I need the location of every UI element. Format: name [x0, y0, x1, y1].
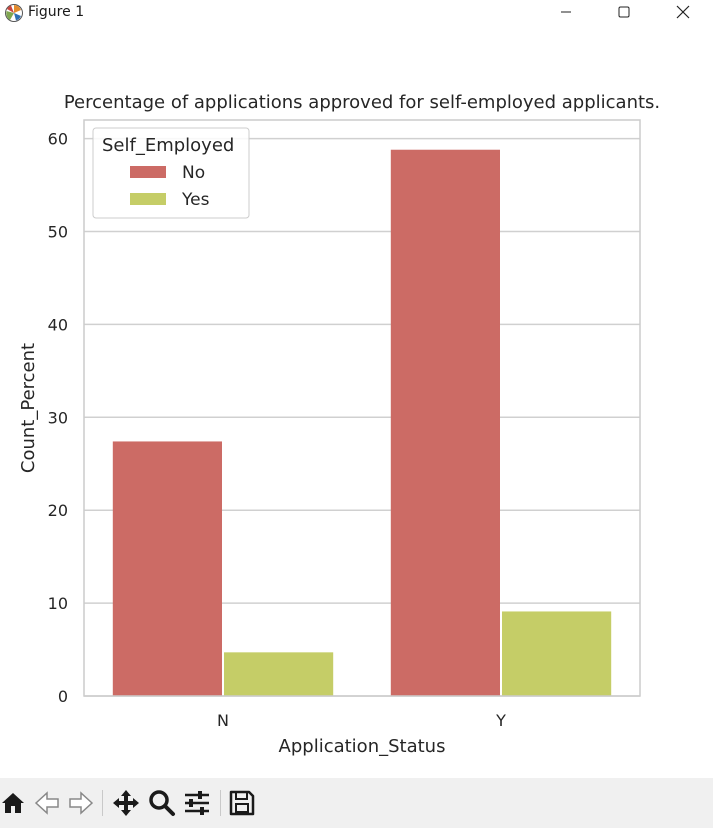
home-button[interactable]: [0, 788, 28, 818]
matplotlib-icon: [5, 4, 23, 22]
zoom-button[interactable]: [147, 788, 177, 818]
bar-N-No: [112, 441, 222, 696]
y-tick-label: 10: [48, 594, 68, 613]
y-tick-label: 40: [48, 315, 68, 334]
zoom-icon: [149, 790, 175, 816]
toolbar-separator: [220, 790, 221, 816]
pan-icon: [113, 790, 139, 816]
save-button[interactable]: [227, 788, 257, 818]
close-button[interactable]: [660, 0, 706, 24]
y-tick-label: 0: [58, 687, 68, 706]
window-titlebar: Figure 1: [0, 0, 713, 28]
legend-swatch-No: [130, 166, 166, 178]
configure-subplots-button[interactable]: [182, 788, 212, 818]
legend-items: No Yes: [130, 163, 210, 210]
chart-title: Percentage of applications approved for …: [64, 92, 660, 113]
maximize-icon: [618, 6, 630, 18]
legend-title: Self_Employed: [102, 135, 234, 156]
configure-subplots-icon: [185, 791, 209, 815]
legend-swatch-Yes: [130, 193, 166, 205]
home-icon: [2, 793, 24, 813]
back-icon: [34, 791, 59, 815]
close-icon: [676, 5, 690, 19]
y-tick-label: 30: [48, 408, 68, 427]
minimize-icon: [561, 11, 571, 13]
y-tick-labels: 0 10 20 30 40 50 60: [48, 130, 68, 706]
axes-frame: [83, 119, 641, 697]
pan-button[interactable]: [111, 788, 141, 818]
x-tick-label: Y: [495, 711, 506, 730]
forward-icon: [69, 791, 94, 815]
bar-chart: Percentage of applications approved for …: [18, 92, 660, 757]
toolbar-separator: [102, 790, 103, 816]
legend-label-No: No: [182, 163, 205, 183]
back-button[interactable]: [32, 788, 62, 818]
y-tick-label: 60: [48, 130, 68, 149]
x-axis-label: Application_Status: [279, 736, 446, 757]
maximize-button[interactable]: [601, 0, 647, 24]
bar-Y-Yes: [502, 611, 612, 696]
forward-button[interactable]: [66, 788, 96, 818]
minimize-button[interactable]: [543, 0, 589, 24]
legend: Self_Employed No Yes: [92, 127, 250, 219]
legend-label-Yes: Yes: [181, 190, 210, 210]
bar-N-Yes: [224, 652, 334, 696]
save-icon: [229, 790, 255, 816]
bar-Y-No: [390, 149, 500, 697]
y-tick-label: 50: [48, 222, 68, 241]
figure-canvas[interactable]: Percentage of applications approved for …: [0, 28, 713, 778]
navigation-toolbar: [0, 778, 713, 828]
bars: [112, 149, 612, 697]
x-tick-label: N: [217, 711, 229, 730]
window-title: Figure 1: [28, 4, 85, 20]
y-axis-label: Count_Percent: [18, 343, 39, 473]
y-tick-label: 20: [48, 501, 68, 520]
